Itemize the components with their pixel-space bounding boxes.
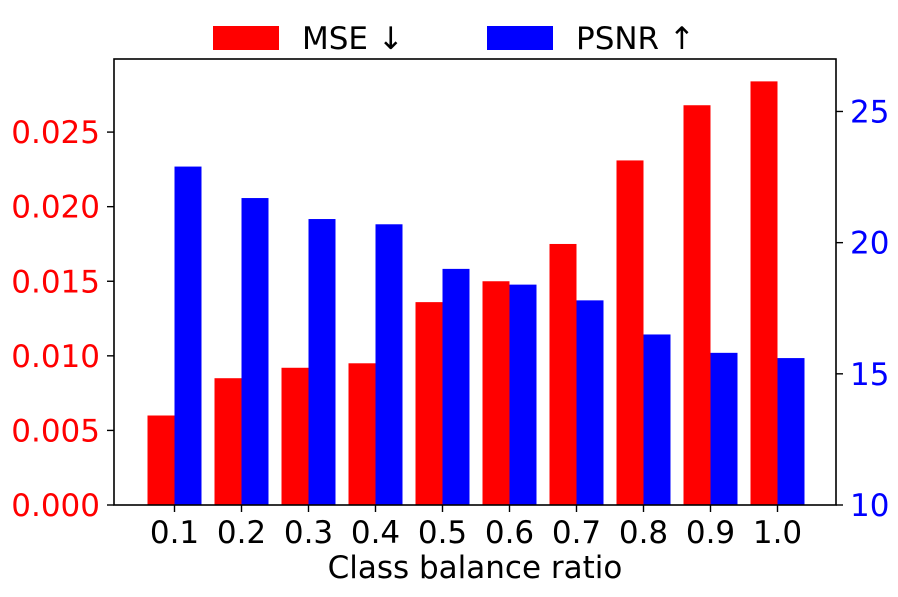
bar-mse-0.2	[214, 378, 242, 505]
left-tick-label: 0.010	[11, 339, 100, 375]
right-tick-label: 15	[850, 357, 889, 393]
bar-psnr-1.0	[777, 358, 805, 505]
bar-psnr-0.7	[576, 300, 604, 505]
left-tick-label: 0.005	[11, 413, 100, 449]
x-tick-label: 0.4	[351, 515, 400, 551]
x-tick-label: 0.9	[686, 515, 735, 551]
bar-psnr-0.9	[710, 352, 738, 505]
left-axis: 0.000 0.005 0.010 0.015 0.020 0.025	[11, 115, 114, 524]
legend-swatch-mse	[213, 26, 279, 50]
x-tick-label: 0.6	[485, 515, 534, 551]
left-tick-label: 0.020	[11, 190, 100, 226]
bar-psnr-0.8	[643, 334, 671, 505]
bar-psnr-0.4	[375, 224, 403, 505]
right-tick-label: 25	[850, 94, 889, 130]
plot-frame	[113, 58, 837, 506]
bar-mse-0.9	[683, 105, 711, 506]
bar-mse-0.6	[482, 281, 510, 505]
x-tick-label: 0.8	[619, 515, 668, 551]
right-tick-label: 20	[850, 226, 889, 262]
bar-psnr-0.2	[241, 198, 269, 505]
legend: MSE ↓ PSNR ↑	[213, 21, 695, 57]
bar-psnr-0.3	[308, 219, 336, 506]
bar-mse-0.7	[549, 243, 577, 506]
bar-mse-0.5	[415, 302, 443, 505]
left-tick-label: 0.015	[11, 264, 100, 300]
x-axis-label: Class balance ratio	[328, 550, 623, 586]
bar-mse-0.3	[281, 367, 309, 505]
bar-psnr-0.1	[174, 166, 202, 506]
x-tick-label: 0.3	[284, 515, 333, 551]
bar-psnr-0.6	[509, 284, 537, 505]
left-tick-label: 0.000	[11, 488, 100, 524]
bar-mse-0.8	[616, 160, 644, 505]
bar-psnr-0.5	[442, 268, 470, 505]
right-tick-label: 10	[850, 488, 889, 524]
left-tick-label: 0.025	[11, 115, 100, 151]
legend-label-psnr: PSNR ↑	[576, 21, 695, 57]
bars	[147, 81, 805, 506]
x-tick-label: 0.1	[150, 515, 199, 551]
x-tick-label: 0.7	[552, 515, 601, 551]
right-axis: 10 15 20 25	[836, 94, 889, 524]
bar-mse-0.1	[147, 415, 175, 505]
bar-mse-0.4	[348, 363, 376, 505]
x-tick-label: 0.2	[217, 515, 266, 551]
x-tick-label: 0.5	[418, 515, 467, 551]
legend-label-mse: MSE ↓	[302, 21, 404, 57]
x-tick-label: 1.0	[753, 515, 802, 551]
x-axis: 0.1 0.2 0.3 0.4 0.5 0.6 0.7 0.8 0.9 1.0	[150, 505, 802, 551]
legend-swatch-psnr	[487, 26, 553, 50]
bar-mse-1.0	[750, 81, 778, 506]
